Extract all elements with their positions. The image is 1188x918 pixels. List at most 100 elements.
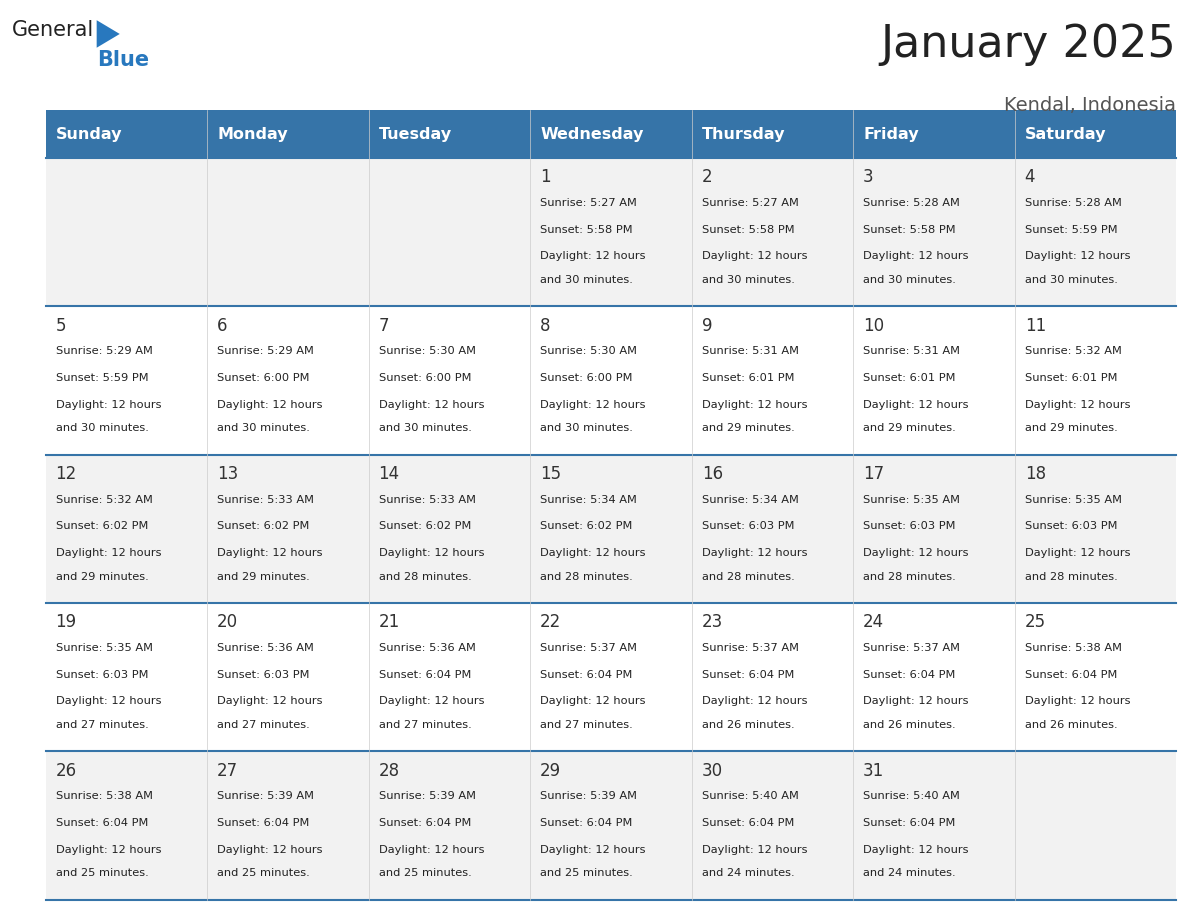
Text: and 29 minutes.: and 29 minutes. — [56, 572, 148, 582]
Text: and 28 minutes.: and 28 minutes. — [864, 572, 956, 582]
Bar — [46, 110, 208, 158]
Bar — [691, 110, 853, 158]
Text: Daylight: 12 hours: Daylight: 12 hours — [864, 399, 968, 409]
Bar — [369, 603, 530, 751]
Text: Sunset: 6:04 PM: Sunset: 6:04 PM — [541, 818, 632, 828]
Text: 26: 26 — [56, 762, 77, 779]
Text: and 29 minutes.: and 29 minutes. — [1024, 423, 1118, 433]
Text: 18: 18 — [1024, 465, 1045, 483]
Bar — [1015, 110, 1176, 158]
Bar — [691, 603, 853, 751]
Text: 3: 3 — [864, 168, 873, 186]
Text: 11: 11 — [1024, 317, 1045, 335]
Text: Sunrise: 5:37 AM: Sunrise: 5:37 AM — [702, 643, 798, 653]
Text: January 2025: January 2025 — [880, 23, 1176, 66]
Text: Sunset: 6:00 PM: Sunset: 6:00 PM — [217, 373, 310, 383]
Text: Sunset: 6:02 PM: Sunset: 6:02 PM — [379, 521, 470, 532]
Text: Thursday: Thursday — [702, 127, 785, 141]
Text: Sunset: 6:03 PM: Sunset: 6:03 PM — [702, 521, 794, 532]
Text: 30: 30 — [702, 762, 722, 779]
Text: and 25 minutes.: and 25 minutes. — [541, 868, 633, 879]
Text: Sunrise: 5:34 AM: Sunrise: 5:34 AM — [541, 495, 637, 505]
Text: Daylight: 12 hours: Daylight: 12 hours — [864, 845, 968, 855]
Text: and 30 minutes.: and 30 minutes. — [702, 275, 795, 285]
Text: Sunrise: 5:27 AM: Sunrise: 5:27 AM — [702, 198, 798, 208]
Text: Sunrise: 5:32 AM: Sunrise: 5:32 AM — [56, 495, 152, 505]
Text: and 27 minutes.: and 27 minutes. — [379, 720, 472, 730]
Text: and 24 minutes.: and 24 minutes. — [864, 868, 956, 879]
Polygon shape — [96, 20, 120, 48]
Text: 6: 6 — [217, 317, 228, 335]
Text: Sunrise: 5:30 AM: Sunrise: 5:30 AM — [541, 346, 637, 356]
Text: Sunrise: 5:28 AM: Sunrise: 5:28 AM — [1024, 198, 1121, 208]
Text: and 24 minutes.: and 24 minutes. — [702, 868, 795, 879]
Text: Daylight: 12 hours: Daylight: 12 hours — [1024, 548, 1130, 558]
Bar — [46, 158, 208, 307]
Text: Daylight: 12 hours: Daylight: 12 hours — [217, 399, 323, 409]
Text: Sunset: 6:03 PM: Sunset: 6:03 PM — [1024, 521, 1117, 532]
Text: Daylight: 12 hours: Daylight: 12 hours — [56, 697, 162, 707]
Text: Daylight: 12 hours: Daylight: 12 hours — [217, 845, 323, 855]
Text: Sunset: 6:04 PM: Sunset: 6:04 PM — [217, 818, 310, 828]
Bar — [208, 158, 369, 307]
Text: Sunrise: 5:33 AM: Sunrise: 5:33 AM — [217, 495, 314, 505]
Text: and 27 minutes.: and 27 minutes. — [217, 720, 310, 730]
Text: Daylight: 12 hours: Daylight: 12 hours — [541, 252, 645, 262]
Text: 2: 2 — [702, 168, 713, 186]
Text: and 29 minutes.: and 29 minutes. — [864, 423, 956, 433]
Text: Daylight: 12 hours: Daylight: 12 hours — [864, 548, 968, 558]
Text: General: General — [12, 20, 94, 40]
Bar — [208, 110, 369, 158]
Text: Sunset: 6:04 PM: Sunset: 6:04 PM — [702, 670, 794, 679]
Text: Sunset: 6:03 PM: Sunset: 6:03 PM — [864, 521, 955, 532]
Text: Sunset: 6:02 PM: Sunset: 6:02 PM — [56, 521, 148, 532]
Text: and 29 minutes.: and 29 minutes. — [702, 423, 795, 433]
Text: 20: 20 — [217, 613, 239, 632]
Text: Sunset: 5:58 PM: Sunset: 5:58 PM — [864, 225, 956, 235]
Text: Sunrise: 5:30 AM: Sunrise: 5:30 AM — [379, 346, 475, 356]
Text: 15: 15 — [541, 465, 561, 483]
Text: 9: 9 — [702, 317, 712, 335]
Text: Friday: Friday — [864, 127, 918, 141]
Text: Sunrise: 5:38 AM: Sunrise: 5:38 AM — [56, 791, 152, 801]
Bar — [853, 454, 1015, 603]
Text: Sunset: 5:59 PM: Sunset: 5:59 PM — [56, 373, 148, 383]
Text: and 26 minutes.: and 26 minutes. — [702, 720, 795, 730]
Text: 13: 13 — [217, 465, 239, 483]
Text: Daylight: 12 hours: Daylight: 12 hours — [217, 697, 323, 707]
Text: Sunset: 6:01 PM: Sunset: 6:01 PM — [1024, 373, 1117, 383]
Text: Sunset: 6:04 PM: Sunset: 6:04 PM — [379, 818, 470, 828]
Bar — [208, 751, 369, 900]
Text: Sunrise: 5:33 AM: Sunrise: 5:33 AM — [379, 495, 475, 505]
Bar — [369, 307, 530, 454]
Text: Sunrise: 5:31 AM: Sunrise: 5:31 AM — [864, 346, 960, 356]
Bar — [530, 307, 691, 454]
Text: Daylight: 12 hours: Daylight: 12 hours — [541, 845, 645, 855]
Text: and 30 minutes.: and 30 minutes. — [541, 423, 633, 433]
Bar — [1015, 751, 1176, 900]
Bar — [691, 158, 853, 307]
Text: and 30 minutes.: and 30 minutes. — [864, 275, 956, 285]
Bar — [530, 751, 691, 900]
Text: 4: 4 — [1024, 168, 1035, 186]
Text: Sunrise: 5:39 AM: Sunrise: 5:39 AM — [379, 791, 475, 801]
Bar — [208, 307, 369, 454]
Text: Sunset: 6:04 PM: Sunset: 6:04 PM — [56, 818, 148, 828]
Text: Sunrise: 5:37 AM: Sunrise: 5:37 AM — [541, 643, 637, 653]
Text: Daylight: 12 hours: Daylight: 12 hours — [702, 252, 807, 262]
Bar — [46, 454, 208, 603]
Bar — [369, 751, 530, 900]
Text: Monday: Monday — [217, 127, 287, 141]
Bar — [853, 603, 1015, 751]
Bar — [1015, 454, 1176, 603]
Bar — [530, 603, 691, 751]
Text: Sunrise: 5:27 AM: Sunrise: 5:27 AM — [541, 198, 637, 208]
Text: 1: 1 — [541, 168, 551, 186]
Text: Sunrise: 5:34 AM: Sunrise: 5:34 AM — [702, 495, 798, 505]
Text: Sunrise: 5:28 AM: Sunrise: 5:28 AM — [864, 198, 960, 208]
Text: Sunrise: 5:36 AM: Sunrise: 5:36 AM — [217, 643, 314, 653]
Text: 16: 16 — [702, 465, 722, 483]
Text: 19: 19 — [56, 613, 77, 632]
Text: Sunrise: 5:35 AM: Sunrise: 5:35 AM — [864, 495, 960, 505]
Text: and 28 minutes.: and 28 minutes. — [541, 572, 633, 582]
